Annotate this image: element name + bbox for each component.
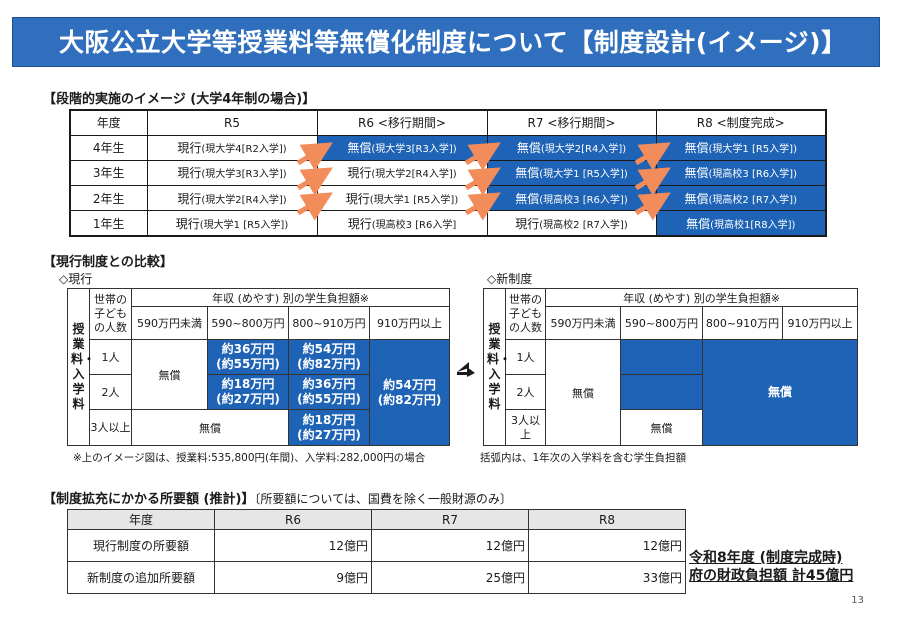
cost-col-header: 年度 xyxy=(67,509,215,530)
cost-table: 年度 R6 R7 R8 現行制度の所要額 12億円 12億円 12億円 新制度の… xyxy=(67,509,686,594)
phase-cell: 現行(現大学2[R4入学]) xyxy=(316,159,488,187)
footnote-right: 括弧内は、1年次の入学料を含む学生負担額 xyxy=(480,452,687,464)
footnote-left: ※上のイメージ図は、授業料:535,800円(年間)、入学料:282,000円の… xyxy=(73,452,426,464)
phase-cell: 無償(現大学2[R4入学]) xyxy=(486,134,657,161)
cost-heading-title: 【制度拡充にかかる所要額 (推計)】 xyxy=(43,492,255,507)
free-blue-cell xyxy=(620,374,703,410)
arrow-group xyxy=(296,142,671,221)
fee-cell: 約36万円 (約55万円) xyxy=(207,339,289,375)
phase-cell: 無償(現高校3 [R6入学]) xyxy=(655,159,827,187)
current-table: 授業料・入学料 世帯の子どもの人数 年収 (めやす) 別の学生負担額※ 590万… xyxy=(67,288,451,446)
cost-col-header: R7 xyxy=(371,509,529,530)
vertical-label: 授業料・入学料 xyxy=(67,288,95,446)
cost-heading-note: 〔所要額については、国費を除く一般財源のみ〕 xyxy=(254,492,512,506)
income-header: 年収 (めやす) 別の学生負担額※ xyxy=(130,288,451,307)
cost-value: 25億円 xyxy=(371,561,529,594)
phase-year: 3年生 xyxy=(69,159,148,187)
phase-table: 年度 R5 R6 <移行期間> R7 <移行期間> R8 <制度完成> 4年生 … xyxy=(69,109,827,237)
phase-cell: 現行(現大学1 [R5入学]) xyxy=(146,210,318,237)
phase-cell: 無償(現高校2 [R7入学]) xyxy=(655,185,827,212)
child-count: 1人 xyxy=(89,339,132,375)
cost-col-header: R6 xyxy=(214,509,372,530)
cost-heading: 【制度拡充にかかる所要額 (推計)】〔所要額については、国費を除く一般財源のみ〕 xyxy=(43,488,512,507)
cost-value: 12億円 xyxy=(528,529,686,562)
arrow-icon xyxy=(464,167,501,196)
phase-cell: 現行(現大学2[R4入学]) xyxy=(146,185,318,212)
arrow-icon xyxy=(296,192,333,221)
free-cell: 無償 xyxy=(131,409,289,446)
phase-cell: 現行(現高校3 [R6入学] xyxy=(316,210,488,237)
children-header: 世帯の子どもの人数 xyxy=(89,288,132,340)
child-count: 1人 xyxy=(505,339,546,375)
transition-arrow-icon xyxy=(457,362,475,377)
new-table: 授業料・入学料 世帯の子どもの人数 年収 (めやす) 別の学生負担額※ 590万… xyxy=(483,288,859,446)
arrow-icon xyxy=(634,142,671,171)
current-label: ◇現行 xyxy=(59,272,93,286)
phase-year: 1年生 xyxy=(69,210,148,237)
arrow-icon xyxy=(296,142,333,171)
children-header: 世帯の子どもの人数 xyxy=(505,288,546,340)
child-count: 2人 xyxy=(505,374,546,410)
bracket-header: 590万円未満 xyxy=(131,306,208,340)
free-blue-cell xyxy=(620,339,703,375)
income-header: 年収 (めやす) 別の学生負担額※ xyxy=(544,288,859,307)
fee-cell: 約18万円 (約27万円) xyxy=(207,374,289,410)
bracket-header: 800~910万円 xyxy=(288,306,370,340)
child-count: 3人以上 xyxy=(89,409,132,446)
summary-line-1: 令和8年度 (制度完成時) xyxy=(689,550,843,566)
child-count: 3人以上 xyxy=(505,409,546,446)
phase-cell: 無償(現大学3[R3入学]) xyxy=(316,134,488,161)
arrow-icon xyxy=(634,167,671,196)
phase-cell: 現行(現高校2 [R7入学]) xyxy=(486,210,657,237)
fee-cell: 約18万円 (約27万円) xyxy=(288,409,370,446)
page-title: 大阪公立大学等授業料等無償化制度について【制度設計(イメージ)】 xyxy=(12,17,880,67)
child-count: 2人 xyxy=(89,374,132,410)
fee-cell: 約54万円 (約82万円) xyxy=(288,339,370,375)
cost-value: 9億円 xyxy=(214,561,372,594)
cost-value: 12億円 xyxy=(214,529,372,562)
arrow-icon xyxy=(296,167,333,196)
free-cell: 無償 xyxy=(131,339,208,410)
summary-line-2: 府の財政負担額 計45億円 xyxy=(689,568,854,584)
cost-value: 33億円 xyxy=(528,561,686,594)
arrow-icon xyxy=(634,192,671,221)
fee-cell: 約36万円 (約55万円) xyxy=(288,374,370,410)
bracket-header: 910万円以上 xyxy=(368,306,451,340)
phase-year: 2年生 xyxy=(69,185,148,212)
compare-heading: 【現行制度との比較】 xyxy=(43,255,173,270)
summary-box: 令和8年度 (制度完成時) 府の財政負担額 計45億円 xyxy=(689,549,853,585)
phase-col-header: R5 xyxy=(146,109,318,136)
free-cell: 無償 xyxy=(545,339,621,446)
cost-col-header: R8 xyxy=(528,509,686,530)
phase-cell: 無償(現大学1 [R5入学]) xyxy=(655,134,827,161)
free-cell: 無償 xyxy=(620,409,703,446)
bracket-header: 800~910万円 xyxy=(702,306,783,340)
bracket-header: 910万円以上 xyxy=(781,306,859,340)
bracket-header: 590~800万円 xyxy=(620,306,703,340)
cost-row-label: 新制度の追加所要額 xyxy=(67,561,215,594)
progression-arrows xyxy=(296,142,671,221)
arrow-icon xyxy=(464,192,501,221)
vertical-label: 授業料・入学料 xyxy=(483,288,511,446)
cost-row-label: 現行制度の所要額 xyxy=(67,529,215,562)
new-label: ◇新制度 xyxy=(487,272,533,286)
bracket-header: 590万円未満 xyxy=(545,306,621,340)
free-blue-cell: 無償 xyxy=(701,339,859,446)
page-number: 13 xyxy=(851,595,864,606)
cost-value: 12億円 xyxy=(371,529,529,562)
fee-cell: 約54万円 (約82万円) xyxy=(368,339,451,446)
phase-heading: 【段階的実施のイメージ (大学4年制の場合)】 xyxy=(43,92,316,107)
phase-col-header: R8 <制度完成> xyxy=(655,109,827,136)
phase-cell: 無償(現高校1[R8入学]) xyxy=(655,210,827,237)
bracket-header: 590~800万円 xyxy=(207,306,289,340)
arrow-icon xyxy=(464,142,501,171)
